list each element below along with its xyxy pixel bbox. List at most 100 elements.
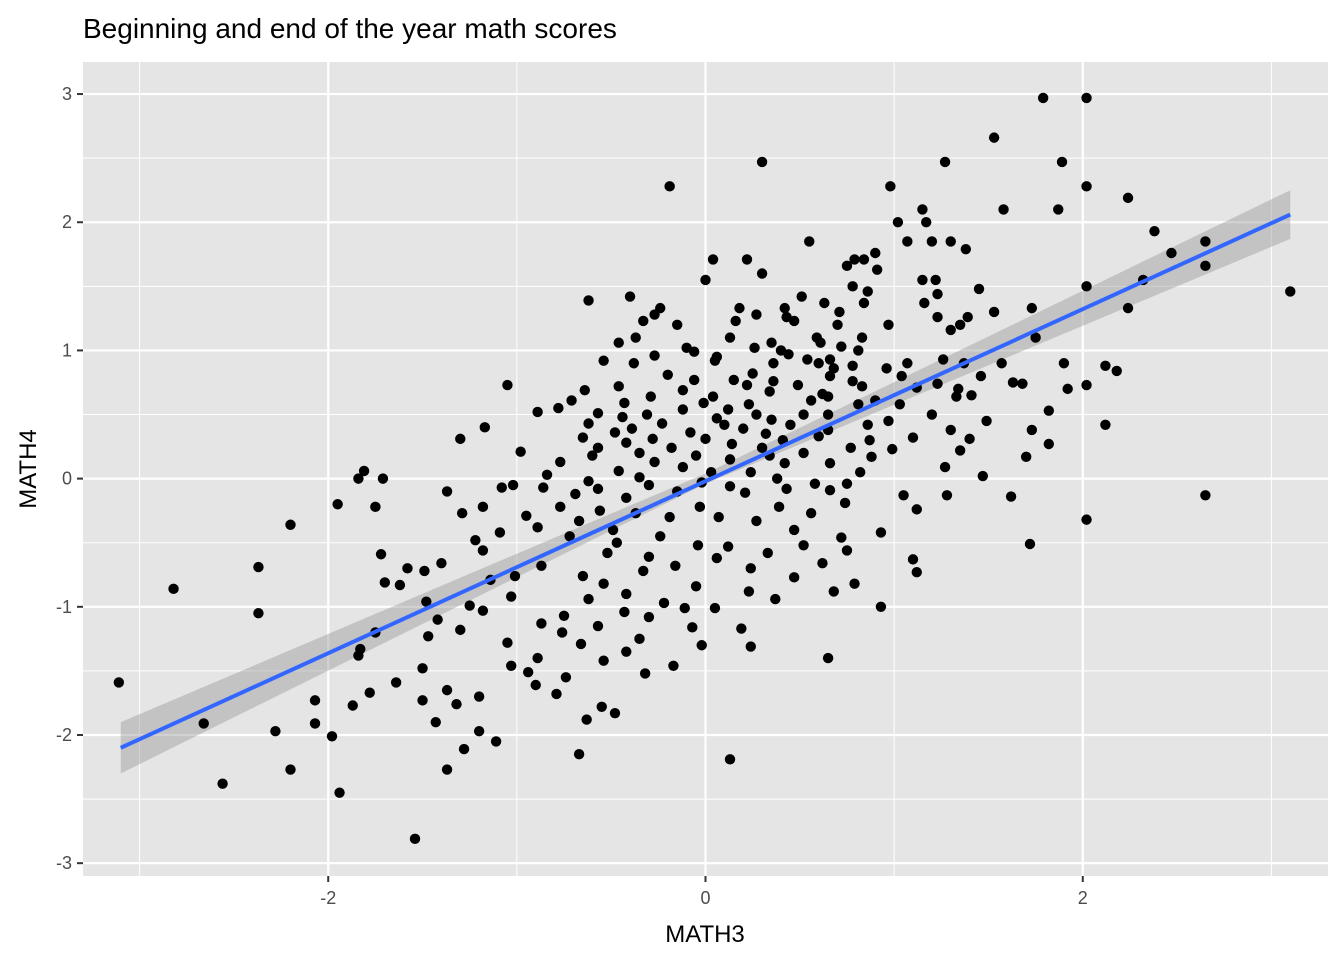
data-point [771,473,783,484]
y-tick-label: 1 [62,340,72,360]
data-point [932,378,943,389]
data-point [423,631,434,642]
data-point [1200,236,1211,247]
data-point [713,511,724,523]
data-point [694,501,706,513]
data-point [1081,281,1092,292]
data-point [1100,419,1111,430]
data-point [432,614,443,625]
data-point [522,666,534,678]
data-point [587,450,598,461]
data-point [792,379,804,391]
data-point [939,156,951,168]
data-point [881,363,892,374]
data-point [828,586,839,597]
data-point [766,414,777,425]
data-point [1062,383,1073,395]
data-point [945,424,956,436]
data-point [638,565,649,577]
data-point [670,560,681,571]
data-point [756,442,768,454]
data-point [841,545,853,556]
data-point [1081,181,1092,192]
data-point [858,254,870,265]
data-point [751,515,762,527]
data-point [541,469,553,480]
data-point [583,418,594,429]
data-point [907,432,919,443]
data-point [977,470,988,482]
data-point [894,399,905,410]
data-point [883,415,894,427]
data-point [926,409,938,420]
data-point [887,443,898,455]
data-point [817,558,828,569]
data-point [736,623,747,634]
data-point [621,646,632,657]
data-point [621,437,632,448]
data-point [113,677,125,688]
data-point [217,778,228,789]
data-point [643,611,655,623]
data-point [696,640,707,651]
data-point [394,579,406,591]
data-point [617,411,628,423]
y-tick-label: -1 [56,597,72,617]
data-point [473,725,485,737]
data-point [945,324,956,336]
data-point [822,652,834,664]
data-point [685,427,696,438]
data-point [722,404,734,415]
data-point [1122,192,1134,204]
data-point [932,311,943,323]
data-point [798,540,809,551]
data-point [1053,204,1064,215]
data-point [930,274,941,286]
data-point [856,332,868,343]
data-point [862,419,873,430]
data-point [896,370,907,382]
data-point [885,181,896,192]
data-point [707,254,719,265]
data-point [649,456,660,468]
data-point [858,297,870,309]
data-point [477,501,489,513]
data-point [532,406,543,418]
data-point [538,482,549,493]
data-point [779,302,790,314]
data-point [658,597,670,609]
data-point [583,295,594,306]
data-point [168,583,179,595]
data-point [285,764,296,775]
data-point [788,524,800,536]
data-point [521,510,532,521]
data-point [613,465,624,477]
data-point [981,415,992,427]
data-point [611,537,623,548]
data-point [1081,379,1092,391]
data-point [911,566,922,578]
data-point [730,315,741,327]
data-point [847,360,858,372]
data-point [581,714,592,725]
data-point [779,458,790,469]
data-point [760,428,772,439]
data-point [770,593,781,605]
data-point [902,236,913,247]
data-point [626,423,638,434]
data-point [854,467,866,478]
data-point [421,596,432,607]
data-point [839,497,851,509]
data-point [441,486,453,497]
data-point [436,558,447,569]
data-point [1166,247,1177,259]
data-point [745,641,756,652]
data-point [709,355,721,366]
data-point [822,391,834,402]
data-point [705,467,717,478]
data-point [709,602,721,614]
data-point [643,551,655,563]
data-point [619,606,630,618]
data-point [641,409,653,420]
data-point [502,637,513,648]
